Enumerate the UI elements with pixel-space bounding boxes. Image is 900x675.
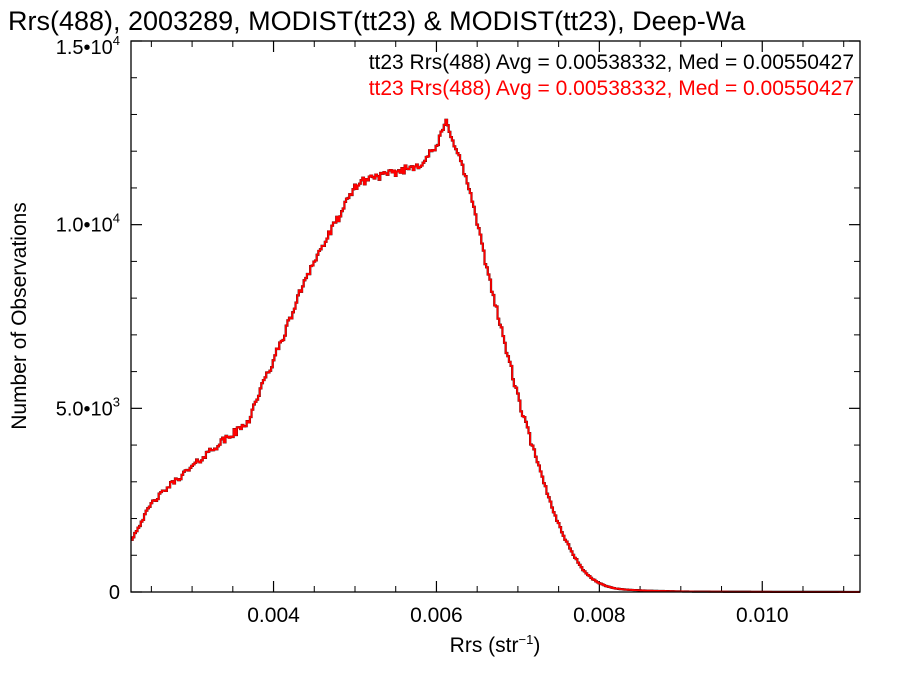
y-tick-label: 1.5•104	[56, 33, 120, 59]
annotation-red: tt23 Rrs(488) Avg = 0.00538332, Med = 0.…	[369, 77, 854, 100]
y-tick-label: 1.0•104	[56, 211, 120, 237]
x-axis-label-text: Rrs (str	[450, 634, 519, 657]
x-tick-label: 0.004	[247, 604, 300, 627]
plot-frame	[130, 40, 861, 593]
x-axis-label: Rrs (str−1)	[450, 632, 541, 657]
y-axis-label: Number of Observations	[8, 202, 31, 430]
x-tick-label: 0.006	[410, 604, 463, 627]
tick-labels: 0.004 0.006 0.008 0.010 0 5.0•103 1.0•104 1.5•1…	[56, 33, 789, 627]
y-tick-label: 5.0•103	[56, 394, 120, 420]
chart-title: Rrs(488), 2003289, MODIST(tt23) & MODIST…	[8, 6, 746, 36]
x-axis-label-superscript: −1	[519, 632, 534, 647]
x-tick-label: 0.010	[736, 604, 789, 627]
y-tick-label: 0	[109, 582, 120, 604]
x-axis-label-close: )	[533, 634, 540, 657]
annotation-black: tt23 Rrs(488) Avg = 0.00538332, Med = 0.…	[369, 51, 854, 74]
x-tick-label: 0.008	[573, 604, 626, 627]
